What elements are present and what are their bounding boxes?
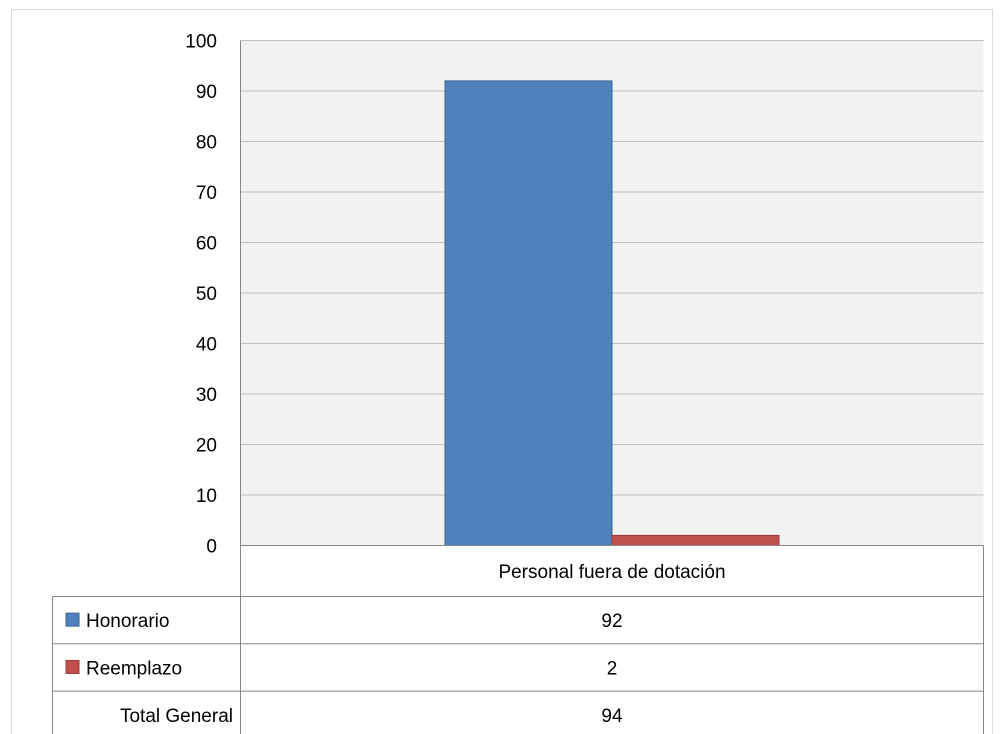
chart-border bbox=[11, 9, 993, 734]
y-tick-label: 100 bbox=[185, 32, 217, 53]
legend-key bbox=[65, 659, 80, 674]
bars bbox=[444, 80, 780, 547]
y-axis-ticks: 0 10 20 30 40 50 60 70 80 90 100 bbox=[185, 32, 217, 558]
y-tick-label: 50 bbox=[196, 284, 217, 305]
y-tick-label: 90 bbox=[196, 82, 217, 103]
bar-reemplazo bbox=[611, 534, 780, 547]
category-label: Personal fuera de dotación bbox=[498, 562, 725, 583]
table-value: 94 bbox=[601, 706, 623, 727]
y-tick-label: 10 bbox=[196, 486, 217, 507]
y-tick-label: 40 bbox=[196, 335, 217, 356]
row-label: Total General bbox=[120, 706, 233, 727]
bar-honorario bbox=[444, 80, 613, 547]
y-tick-label: 20 bbox=[196, 436, 217, 457]
data-table: Personal fuera de dotación Honorario 92 Ree… bbox=[52, 545, 984, 734]
legend-key bbox=[65, 612, 80, 627]
y-tick-label: 0 bbox=[206, 537, 217, 558]
row-label: Reemplazo bbox=[86, 658, 182, 679]
y-tick-label: 60 bbox=[196, 234, 217, 255]
table-value: 2 bbox=[607, 658, 618, 679]
row-label: Honorario bbox=[86, 611, 169, 632]
y-tick-label: 80 bbox=[196, 133, 217, 154]
y-tick-label: 70 bbox=[196, 183, 217, 204]
table-value: 92 bbox=[601, 611, 622, 632]
y-tick-label: 30 bbox=[196, 385, 217, 406]
